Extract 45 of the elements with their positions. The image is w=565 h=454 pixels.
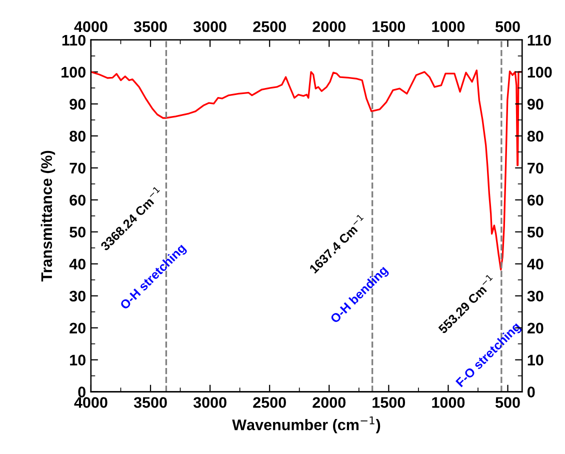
y-tick-label: 10 [70, 354, 86, 366]
y-axis-title: Transmittance (%) [40, 150, 56, 282]
x-tick-label: 500 [495, 397, 520, 408]
y-tick-label: 40 [69, 258, 86, 270]
y2-tick-label: 100 [528, 66, 552, 78]
y-tick-label: 60 [70, 194, 86, 206]
y2-tick-label: 20 [527, 322, 544, 334]
y-tick-label: 50 [70, 226, 86, 238]
x2-tick-label: 1500 [372, 21, 406, 32]
x2-tick-label: 3500 [134, 21, 167, 32]
x-tick-label: 3500 [134, 397, 167, 408]
y-tick-label: 80 [70, 130, 86, 142]
y2-tick-label: 30 [527, 290, 544, 302]
x-tick-label: 3000 [193, 397, 226, 408]
annotation: 1637.4 Cm$^{−1}$ [307, 214, 368, 274]
x-tick-label: 2000 [312, 397, 346, 408]
y2-tick-label: 10 [528, 354, 544, 366]
y2-tick-label: 0 [528, 386, 535, 398]
x-axis-title: Wavenumber (cm$^{−1}$) [232, 416, 380, 434]
y-tick-label: 30 [69, 290, 86, 302]
y-tick-label: 110 [62, 34, 86, 46]
x2-tick-label: 4000 [74, 21, 108, 32]
y2-tick-label: 60 [527, 194, 544, 206]
x-tick-label: 1500 [372, 397, 406, 408]
y-tick-label: 0 [78, 386, 86, 398]
y2-tick-label: 90 [527, 98, 544, 110]
x2-tick-label: 3000 [193, 21, 226, 32]
y2-tick-label: 80 [527, 130, 544, 142]
y-tick-label: 70 [70, 162, 86, 174]
y2-tick-label: 40 [527, 258, 544, 270]
y2-tick-label: 70 [528, 162, 544, 174]
x2-tick-label: 1000 [432, 21, 465, 32]
x-tick-label: 2500 [253, 397, 286, 408]
y-tick-label: 20 [70, 322, 86, 334]
x2-tick-label: 2000 [312, 21, 346, 32]
x-tick-label: 4000 [74, 397, 108, 408]
annotation: 553.29 Cm$^{−1}$ [436, 274, 496, 334]
y-tick-label: 100 [62, 66, 86, 78]
x-tick-label: 1000 [432, 397, 465, 408]
y2-tick-label: 110 [528, 34, 551, 46]
annotation: 3368.24 Cm$^{−1}$ [98, 186, 164, 252]
x2-tick-label: 500 [495, 21, 520, 32]
y-tick-label: 90 [70, 98, 86, 110]
x2-tick-label: 2500 [253, 21, 286, 32]
y2-tick-label: 50 [527, 226, 544, 238]
